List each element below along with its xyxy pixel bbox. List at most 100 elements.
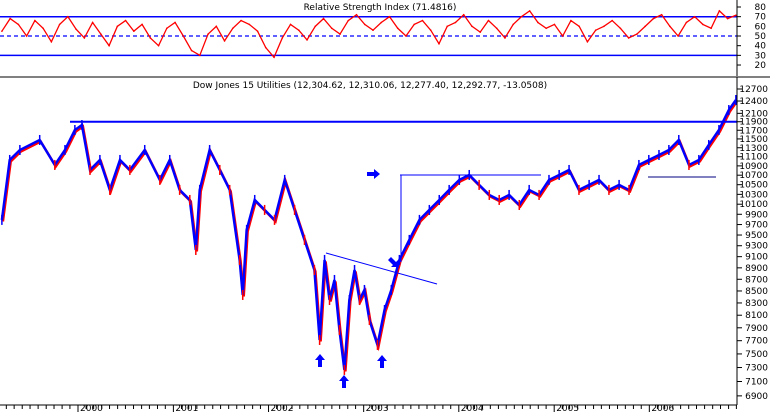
rsi-point <box>133 30 135 32</box>
rsi-point <box>363 23 366 26</box>
trend-line <box>325 252 438 285</box>
x-tick-label: 2000 <box>80 404 103 412</box>
rsi-point <box>190 49 193 52</box>
price-tick-label: 8100 <box>745 311 768 321</box>
price-tick-label: 9300 <box>745 242 768 252</box>
rsi-point <box>166 27 168 30</box>
rsi-point <box>578 25 580 28</box>
rsi-point <box>17 23 20 26</box>
rsi-tick-label: 20 <box>755 61 767 71</box>
price-title: Dow Jones 15 Utilities (12,304.62, 12,31… <box>193 81 547 91</box>
rsi-tick-label: 60 <box>755 22 767 32</box>
rsi-point <box>306 39 308 41</box>
rsi-point <box>124 19 127 22</box>
rsi-point <box>429 29 432 32</box>
rsi-point <box>495 27 498 30</box>
price-tick-label: 11900 <box>739 118 768 128</box>
rsi-point <box>289 23 292 26</box>
rsi-point <box>627 37 630 39</box>
rsi-point <box>570 19 572 22</box>
rsi-point <box>735 14 737 17</box>
price-tick-label: 7900 <box>745 324 768 334</box>
rsi-point <box>240 19 242 22</box>
x-tick-label: 2004 <box>461 404 484 412</box>
price-tick-label: 9100 <box>745 253 768 263</box>
rsi-point <box>586 41 589 43</box>
x-tick-label: 2005 <box>556 404 579 412</box>
rsi-title: Relative Strength Index (71.4816) <box>304 3 457 13</box>
price-tick-label: 9500 <box>745 231 768 241</box>
rsi-point <box>149 37 152 39</box>
rsi-point <box>42 27 44 30</box>
rsi-point <box>718 10 721 12</box>
price-tick-label: 8500 <box>745 287 768 297</box>
rsi-point <box>677 35 679 37</box>
rsi-tick-label: 40 <box>755 42 767 52</box>
rsi-point <box>537 21 539 24</box>
rsi-point <box>726 17 729 20</box>
rsi-point <box>421 19 424 22</box>
price-tick-label: 11700 <box>739 126 768 136</box>
rsi-point <box>248 23 251 26</box>
rsi-point <box>182 35 185 37</box>
rsi-point <box>471 25 473 28</box>
price-tick-label: 8300 <box>745 299 768 309</box>
rsi-point <box>553 23 556 26</box>
rsi-point <box>693 15 696 18</box>
rsi-point <box>330 27 333 30</box>
rsi-point <box>108 44 110 47</box>
rsi-point <box>669 25 671 28</box>
rsi-point <box>462 13 465 16</box>
arrow-down-right-icon <box>388 257 398 267</box>
x-ticks: 2000 2001 2002 2003 2004 2005 2006 <box>5 404 737 412</box>
arrow-up-icon <box>377 355 387 368</box>
rsi-point <box>405 35 407 37</box>
rsi-point <box>446 25 449 28</box>
rsi-point <box>9 17 11 20</box>
price-tick-label: 8700 <box>745 275 768 285</box>
price-tick-label: 10100 <box>739 200 768 210</box>
rsi-point <box>339 33 341 35</box>
price-tick-label: 10900 <box>739 162 768 172</box>
rsi-point <box>273 56 275 59</box>
price-tick-label: 11300 <box>739 144 768 154</box>
rsi-point <box>710 27 712 30</box>
rsi-point <box>199 54 201 57</box>
rsi-point <box>355 13 358 16</box>
rsi-point <box>264 46 267 49</box>
rsi-point <box>561 35 564 37</box>
rsi-point <box>25 35 28 37</box>
rsi-point <box>322 17 325 20</box>
rsi-point <box>702 23 704 26</box>
rsi-series <box>1 9 737 59</box>
price-tick-label: 8900 <box>745 264 768 274</box>
rsi-point <box>380 21 383 24</box>
price-tick-label: 11100 <box>739 153 768 163</box>
rsi-point <box>603 25 605 28</box>
rsi-point <box>75 28 77 31</box>
rsi-point <box>372 29 374 32</box>
rsi-point <box>396 27 399 30</box>
rsi-point <box>479 31 482 33</box>
rsi-point <box>1 30 3 32</box>
rsi-point <box>116 25 119 28</box>
price-panel: Dow Jones 15 Utilities (12,304.62, 12,31… <box>0 77 768 412</box>
price-tick-label: 7700 <box>745 337 768 347</box>
price-tick-label: 12400 <box>739 97 768 107</box>
rsi-point <box>215 25 218 28</box>
rsi-point <box>652 17 655 20</box>
price-tick-label: 6900 <box>745 392 768 402</box>
x-tick-label: 2001 <box>175 404 198 412</box>
rsi-point <box>157 44 160 47</box>
rsi-tick-label: 30 <box>755 51 767 61</box>
rsi-panel: Relative Strength Index (71.4816) 807060… <box>0 0 766 76</box>
rsi-tick-label: 50 <box>755 32 767 42</box>
rsi-line <box>1 9 737 59</box>
rsi-point <box>50 41 53 43</box>
rsi-point <box>660 13 663 16</box>
rsi-point <box>297 29 300 32</box>
rsi-point <box>520 15 523 18</box>
rsi-point <box>100 33 102 35</box>
